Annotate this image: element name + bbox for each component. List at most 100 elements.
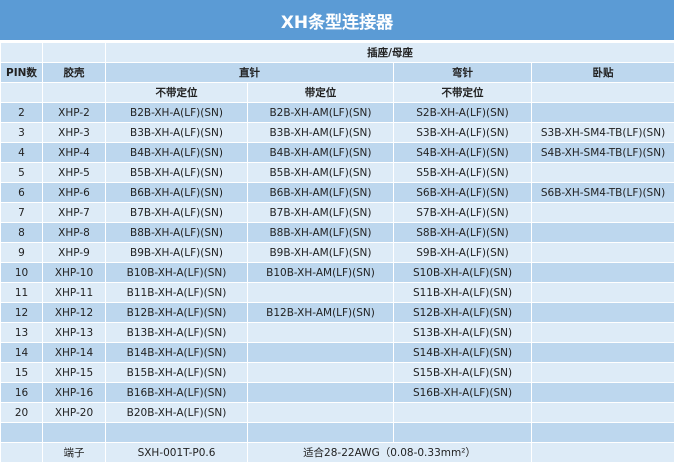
straight-no-boss-cell: B12B-XH-A(LF)(SN) — [106, 303, 248, 323]
housing-cell: XHP-7 — [43, 203, 106, 223]
right-angle-cell: S2B-XH-A(LF)(SN) — [394, 103, 532, 123]
housing-cell: XHP-4 — [43, 143, 106, 163]
housing-cell: XHP-3 — [43, 123, 106, 143]
straight-boss-cell: B7B-XH-AM(LF)(SN) — [248, 203, 394, 223]
smt-cell — [532, 263, 674, 283]
header-pin: PIN数 — [1, 63, 43, 83]
smt-cell: S3B-XH-SM4-TB(LF)(SN) — [532, 123, 674, 143]
right-angle-cell: S9B-XH-A(LF)(SN) — [394, 243, 532, 263]
right-angle-cell: S3B-XH-A(LF)(SN) — [394, 123, 532, 143]
header-row-group: 插座/母座 — [1, 43, 674, 63]
straight-no-boss-cell: B20B-XH-A(LF)(SN) — [106, 403, 248, 423]
terminal-part: SXH-001T-P0.6 — [106, 443, 248, 463]
straight-boss-cell — [248, 403, 394, 423]
straight-boss-cell — [248, 383, 394, 403]
straight-boss-cell: B6B-XH-AM(LF)(SN) — [248, 183, 394, 203]
terminal-label: 端子 — [43, 443, 106, 463]
header-row-type: PIN数 胶壳 直针 弯针 卧贴 — [1, 63, 674, 83]
housing-cell: XHP-11 — [43, 283, 106, 303]
table-title: XH条型连接器 — [0, 0, 674, 42]
straight-no-boss-cell: B11B-XH-A(LF)(SN) — [106, 283, 248, 303]
pin-cell: 15 — [1, 363, 43, 383]
pin-cell: 8 — [1, 223, 43, 243]
smt-cell — [532, 363, 674, 383]
header-straight: 直针 — [106, 63, 394, 83]
right-angle-cell: S13B-XH-A(LF)(SN) — [394, 323, 532, 343]
straight-boss-cell: B8B-XH-AM(LF)(SN) — [248, 223, 394, 243]
smt-cell — [532, 323, 674, 343]
wire-spec: 适合28-22AWG（0.08-0.33mm²） — [248, 443, 532, 463]
pin-cell: 20 — [1, 403, 43, 423]
straight-boss-cell — [248, 283, 394, 303]
pin-cell: 6 — [1, 183, 43, 203]
straight-boss-cell — [248, 343, 394, 363]
smt-cell — [532, 303, 674, 323]
housing-cell: XHP-2 — [43, 103, 106, 123]
header-row-sub: 不带定位 带定位 不带定位 — [1, 83, 674, 103]
pin-cell: 16 — [1, 383, 43, 403]
right-angle-cell — [394, 403, 532, 423]
straight-no-boss-cell: B14B-XH-A(LF)(SN) — [106, 343, 248, 363]
header-with-boss: 带定位 — [248, 83, 394, 103]
straight-boss-cell: B3B-XH-AM(LF)(SN) — [248, 123, 394, 143]
pin-cell: 10 — [1, 263, 43, 283]
straight-boss-cell: B10B-XH-AM(LF)(SN) — [248, 263, 394, 283]
right-angle-cell: S12B-XH-A(LF)(SN) — [394, 303, 532, 323]
right-angle-cell: S14B-XH-A(LF)(SN) — [394, 343, 532, 363]
header-no-boss: 不带定位 — [106, 83, 248, 103]
straight-boss-cell: B4B-XH-AM(LF)(SN) — [248, 143, 394, 163]
right-angle-cell: S16B-XH-A(LF)(SN) — [394, 383, 532, 403]
housing-cell: XHP-16 — [43, 383, 106, 403]
header-right-angle: 弯针 — [394, 63, 532, 83]
housing-cell: XHP-14 — [43, 343, 106, 363]
right-angle-cell: S8B-XH-A(LF)(SN) — [394, 223, 532, 243]
straight-no-boss-cell: B6B-XH-A(LF)(SN) — [106, 183, 248, 203]
right-angle-cell: S6B-XH-A(LF)(SN) — [394, 183, 532, 203]
straight-boss-cell: B2B-XH-AM(LF)(SN) — [248, 103, 394, 123]
smt-cell — [532, 203, 674, 223]
right-angle-cell: S11B-XH-A(LF)(SN) — [394, 283, 532, 303]
housing-cell: XHP-13 — [43, 323, 106, 343]
smt-cell — [532, 163, 674, 183]
straight-no-boss-cell: B5B-XH-A(LF)(SN) — [106, 163, 248, 183]
housing-cell: XHP-8 — [43, 223, 106, 243]
smt-cell — [532, 223, 674, 243]
right-angle-cell: S10B-XH-A(LF)(SN) — [394, 263, 532, 283]
right-angle-cell: S5B-XH-A(LF)(SN) — [394, 163, 532, 183]
empty-row — [1, 423, 674, 443]
header-socket: 插座/母座 — [106, 43, 674, 63]
pin-cell: 13 — [1, 323, 43, 343]
pin-cell: 2 — [1, 103, 43, 123]
straight-no-boss-cell: B15B-XH-A(LF)(SN) — [106, 363, 248, 383]
straight-no-boss-cell: B2B-XH-A(LF)(SN) — [106, 103, 248, 123]
housing-cell: XHP-15 — [43, 363, 106, 383]
housing-cell: XHP-9 — [43, 243, 106, 263]
smt-cell — [532, 243, 674, 263]
header-smt: 卧贴 — [532, 63, 674, 83]
smt-cell: S6B-XH-SM4-TB(LF)(SN) — [532, 183, 674, 203]
straight-no-boss-cell: B3B-XH-A(LF)(SN) — [106, 123, 248, 143]
straight-boss-cell: B12B-XH-AM(LF)(SN) — [248, 303, 394, 323]
pin-cell: 11 — [1, 283, 43, 303]
housing-cell: XHP-10 — [43, 263, 106, 283]
right-angle-cell: S4B-XH-A(LF)(SN) — [394, 143, 532, 163]
straight-no-boss-cell: B4B-XH-A(LF)(SN) — [106, 143, 248, 163]
header-no-boss-ra: 不带定位 — [394, 83, 532, 103]
pin-cell: 12 — [1, 303, 43, 323]
straight-no-boss-cell: B16B-XH-A(LF)(SN) — [106, 383, 248, 403]
straight-boss-cell — [248, 323, 394, 343]
